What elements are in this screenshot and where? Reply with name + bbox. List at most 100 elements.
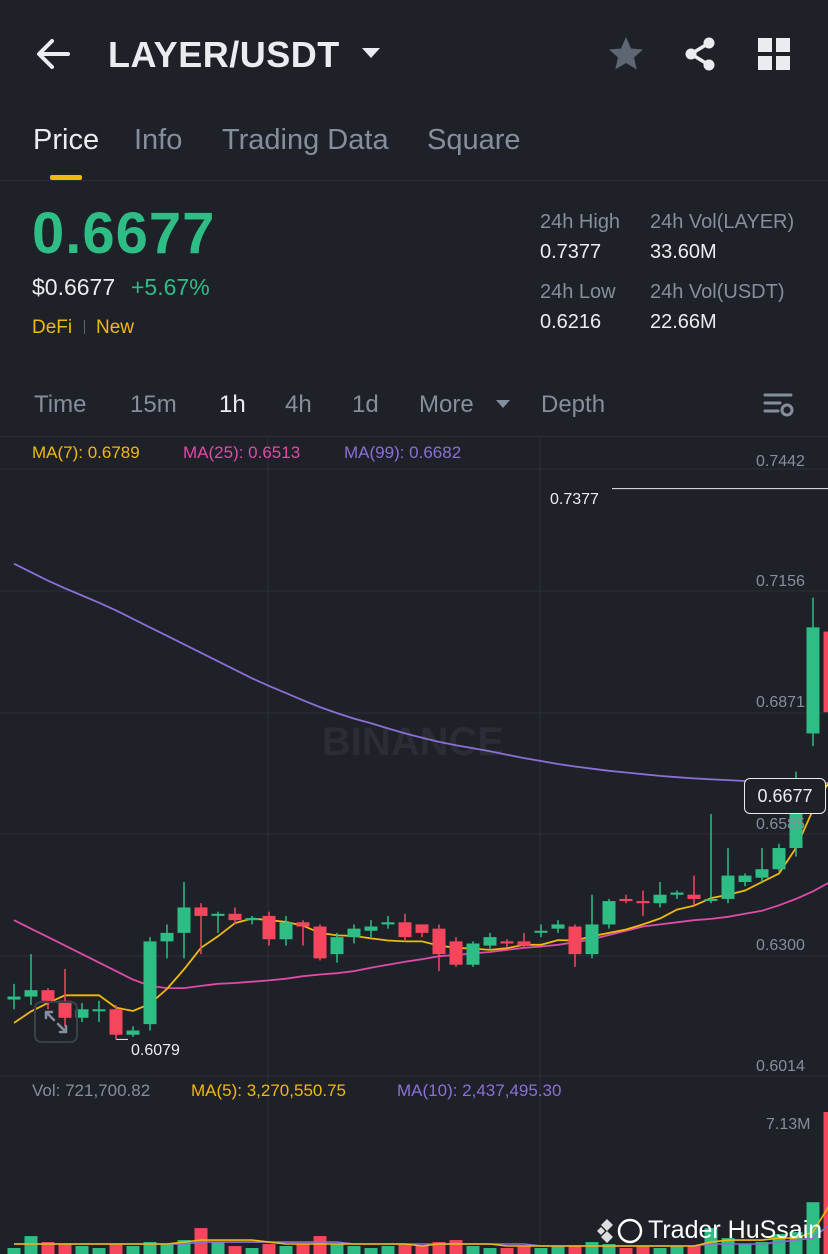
candle — [585, 894, 599, 959]
tag-defi[interactable]: DeFi — [32, 317, 73, 338]
grid-icon[interactable] — [756, 36, 792, 72]
volume-bar — [228, 1246, 242, 1254]
volume-bar — [245, 1248, 259, 1254]
volume-bar — [568, 1246, 582, 1254]
active-tab-indicator — [50, 175, 82, 180]
y-tick-label: 0.7442 — [756, 453, 805, 470]
tag-new[interactable]: New — [96, 317, 135, 338]
volume-bar — [415, 1246, 429, 1254]
candle — [449, 937, 463, 967]
candle — [279, 915, 293, 946]
stat-24h-low-label: 24h Low — [540, 281, 616, 303]
interval-time[interactable]: Time — [34, 391, 87, 418]
candle — [143, 937, 157, 1031]
candle-body — [41, 990, 55, 1001]
volume-bar — [534, 1248, 548, 1254]
volume-bar — [738, 1244, 752, 1254]
more-caret-icon[interactable] — [494, 397, 512, 411]
volume-bar — [75, 1246, 89, 1254]
volume-bar — [704, 1228, 718, 1254]
candle — [500, 939, 514, 948]
volume-bar — [398, 1244, 412, 1254]
interval-15m[interactable]: 15m — [130, 391, 177, 418]
volume-bar — [585, 1242, 599, 1254]
volume-bar — [160, 1244, 174, 1254]
candle-body — [653, 894, 667, 904]
tab-price[interactable]: Price — [33, 124, 100, 156]
ma99-legend: MA(99): 0.6682 — [344, 443, 462, 462]
tab-trading-data[interactable]: Trading Data — [222, 124, 389, 156]
volume-bar — [466, 1246, 480, 1254]
candle — [330, 932, 344, 963]
candle-body — [738, 875, 752, 882]
volume-bar — [7, 1248, 21, 1254]
candle — [245, 915, 259, 925]
chart-settings-icon[interactable] — [762, 390, 796, 420]
candle-body — [636, 901, 650, 904]
candle — [738, 873, 752, 887]
volume-bar — [755, 1242, 769, 1254]
volume-ma5-line — [14, 1205, 828, 1247]
candle-body — [500, 941, 514, 944]
candle-body — [670, 892, 684, 895]
caret-down-icon[interactable] — [358, 40, 384, 66]
volume-max-label: 7.13M — [766, 1116, 811, 1133]
expand-icon[interactable] — [34, 1001, 78, 1043]
volume-bar — [58, 1244, 72, 1254]
stat-24h-vol-layer-label: 24h Vol(LAYER) — [650, 211, 795, 233]
candle — [364, 920, 378, 938]
back-button[interactable] — [30, 30, 78, 78]
candle — [313, 924, 327, 961]
candle-body — [772, 848, 786, 870]
candle — [602, 898, 616, 929]
candle — [670, 890, 684, 899]
volume-ma10-legend: MA(10): 2,437,495.30 — [397, 1081, 562, 1100]
candle — [534, 924, 548, 938]
volume-bar — [126, 1246, 140, 1254]
candle — [517, 932, 531, 948]
candle — [653, 881, 667, 908]
candle-body — [7, 996, 21, 1000]
candle-body — [262, 915, 276, 940]
tab-square[interactable]: Square — [427, 124, 521, 156]
interval-more[interactable]: More — [419, 391, 474, 418]
interval-depth[interactable]: Depth — [541, 391, 606, 418]
candle-body — [143, 941, 157, 1025]
interval-4h[interactable]: 4h — [285, 391, 312, 418]
share-icon[interactable] — [680, 34, 720, 74]
ma7-line — [13, 781, 828, 1024]
pair-title[interactable]: LAYER/USDT — [108, 34, 340, 75]
interval-1d[interactable]: 1d — [352, 391, 379, 418]
volume-bar — [194, 1228, 208, 1254]
candle-body — [602, 901, 616, 925]
interval-1h[interactable]: 1h — [219, 391, 246, 418]
stat-24h-vol-usdt-label: 24h Vol(USDT) — [650, 281, 785, 303]
volume-bar — [109, 1244, 123, 1254]
candle — [7, 983, 21, 1010]
y-tick-label: 0.6871 — [756, 694, 805, 711]
stat-24h-low-value: 0.6216 — [540, 311, 602, 333]
candle — [687, 875, 701, 906]
candle — [619, 894, 633, 904]
current-price-tag[interactable]: 0.6677 — [744, 778, 826, 814]
candle — [109, 1005, 123, 1040]
candle-body — [806, 627, 820, 734]
candle-body — [398, 922, 412, 938]
volume-bar — [143, 1242, 157, 1254]
tab-info[interactable]: Info — [134, 124, 183, 156]
candle-body — [449, 941, 463, 965]
y-tick-label: 0.6014 — [756, 1058, 805, 1075]
candle — [755, 848, 769, 882]
candlestick-chart[interactable]: BINANCE — [0, 437, 828, 1254]
candle-body — [92, 1009, 106, 1012]
stat-24h-high-value: 0.7377 — [540, 241, 602, 263]
candle-body — [381, 922, 395, 925]
y-tick-label: 0.6585 — [756, 816, 805, 833]
candle-body — [755, 869, 769, 878]
low-marker-label: 0.6079 — [131, 1042, 180, 1059]
candle — [721, 848, 735, 904]
volume-bar — [653, 1248, 667, 1254]
candle-body — [517, 941, 531, 946]
high-marker-label: 0.7377 — [550, 491, 599, 508]
star-icon[interactable] — [606, 34, 646, 74]
